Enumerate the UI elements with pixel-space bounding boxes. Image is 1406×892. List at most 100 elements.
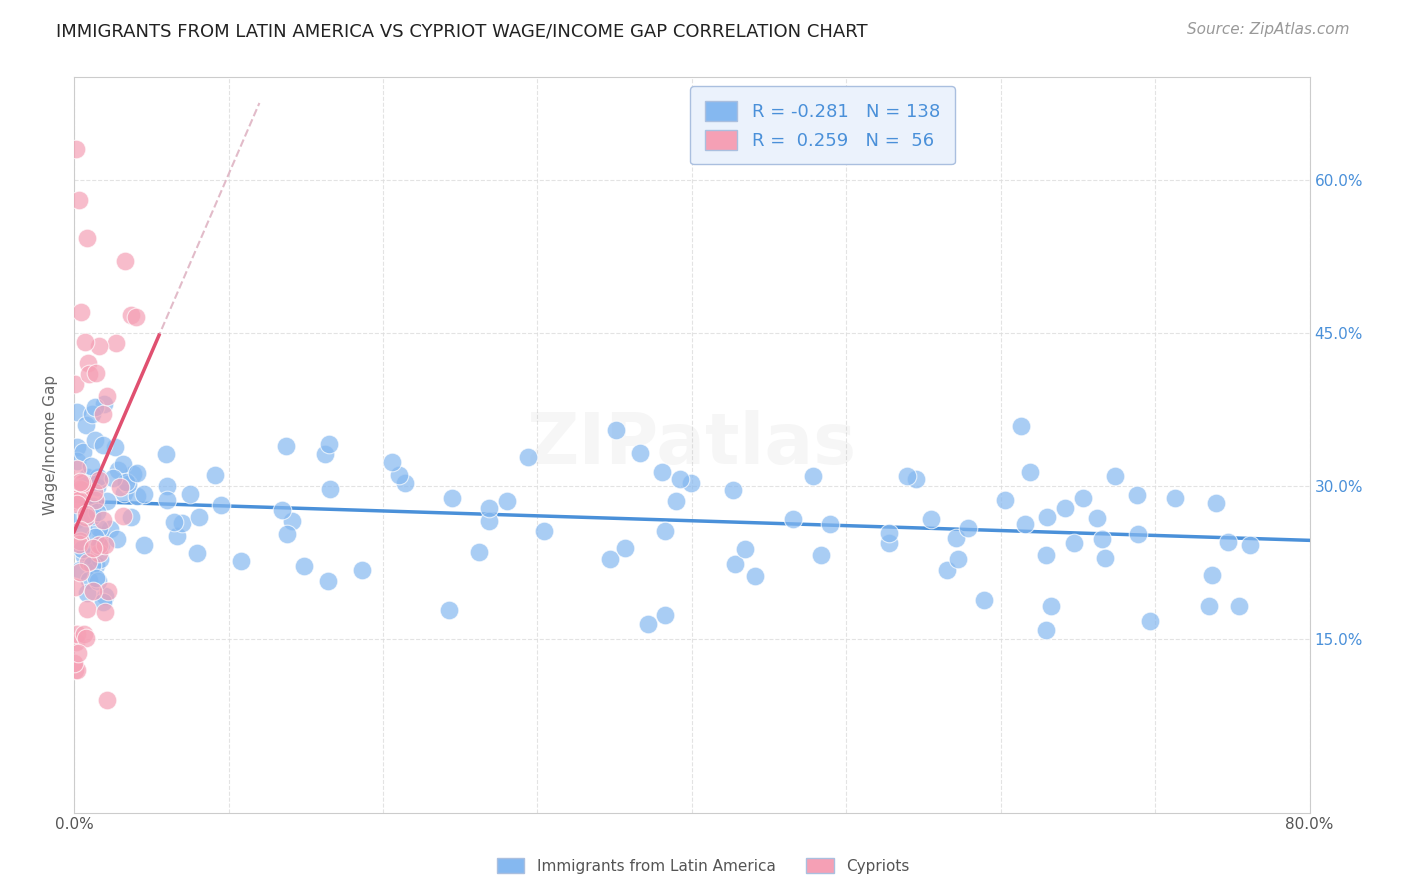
Point xyxy=(80,407,103,421)
Point xyxy=(96,494,118,508)
Point xyxy=(70,305,93,319)
Point xyxy=(314,447,336,461)
Point xyxy=(721,483,744,497)
Point xyxy=(83,485,105,500)
Point xyxy=(877,526,900,541)
Point xyxy=(1087,511,1109,525)
Point xyxy=(1239,538,1261,552)
Point xyxy=(82,499,104,513)
Point xyxy=(75,507,97,521)
Point xyxy=(87,469,110,483)
Point xyxy=(66,462,89,476)
Point xyxy=(186,546,208,560)
Point xyxy=(69,534,91,549)
Point xyxy=(66,497,89,511)
Point xyxy=(172,516,194,530)
Point xyxy=(920,511,942,525)
Point xyxy=(87,538,110,552)
Point xyxy=(782,512,804,526)
Point xyxy=(1094,551,1116,566)
Point xyxy=(90,528,112,542)
Point xyxy=(117,476,139,491)
Point xyxy=(1091,533,1114,547)
Point xyxy=(204,468,226,483)
Point xyxy=(1227,599,1250,613)
Point xyxy=(69,563,91,577)
Point xyxy=(1104,468,1126,483)
Point xyxy=(120,308,142,322)
Point xyxy=(89,521,111,535)
Point xyxy=(76,602,98,616)
Point xyxy=(681,476,703,491)
Point xyxy=(439,603,461,617)
Point xyxy=(179,487,201,501)
Point xyxy=(156,478,179,492)
Point xyxy=(76,356,98,370)
Point xyxy=(70,541,93,556)
Point xyxy=(107,463,129,477)
Point xyxy=(613,541,636,555)
Point xyxy=(69,524,91,538)
Point xyxy=(132,487,155,501)
Point xyxy=(946,552,969,566)
Point xyxy=(65,634,87,648)
Point xyxy=(82,583,104,598)
Point xyxy=(87,574,110,589)
Point xyxy=(605,423,627,437)
Point xyxy=(63,376,86,391)
Point xyxy=(1201,568,1223,582)
Point xyxy=(86,558,108,572)
Legend: R = -0.281   N = 138, R =  0.259   N =  56: R = -0.281 N = 138, R = 0.259 N = 56 xyxy=(690,87,955,164)
Text: Source: ZipAtlas.com: Source: ZipAtlas.com xyxy=(1187,22,1350,37)
Point xyxy=(84,400,107,414)
Point xyxy=(292,559,315,574)
Point xyxy=(956,520,979,534)
Point xyxy=(166,529,188,543)
Point xyxy=(628,446,651,460)
Point xyxy=(381,454,404,468)
Point xyxy=(350,563,373,577)
Point xyxy=(724,557,747,571)
Point xyxy=(1010,418,1032,433)
Point xyxy=(1198,599,1220,613)
Point xyxy=(96,389,118,403)
Point xyxy=(80,508,103,523)
Point xyxy=(97,584,120,599)
Point xyxy=(70,483,93,497)
Point xyxy=(1164,491,1187,506)
Point xyxy=(517,450,540,465)
Point xyxy=(125,490,148,504)
Point xyxy=(83,492,105,507)
Point xyxy=(820,516,842,531)
Point xyxy=(104,335,127,350)
Point xyxy=(114,254,136,268)
Point xyxy=(654,607,676,622)
Point xyxy=(87,473,110,487)
Point xyxy=(665,493,688,508)
Point xyxy=(63,657,86,671)
Point xyxy=(82,541,104,555)
Point xyxy=(637,617,659,632)
Point xyxy=(1125,487,1147,501)
Point xyxy=(66,646,89,660)
Point xyxy=(1035,510,1057,524)
Point xyxy=(72,445,94,459)
Point xyxy=(66,454,89,468)
Point xyxy=(80,558,103,573)
Point xyxy=(75,417,97,432)
Point xyxy=(65,491,87,506)
Point xyxy=(66,405,89,419)
Point xyxy=(66,440,89,454)
Point xyxy=(76,469,98,483)
Point xyxy=(134,538,156,552)
Point xyxy=(98,522,121,536)
Point xyxy=(468,545,491,559)
Point xyxy=(478,501,501,516)
Point xyxy=(108,480,131,494)
Point xyxy=(90,538,112,552)
Point xyxy=(1014,516,1036,531)
Point xyxy=(93,397,115,411)
Point xyxy=(274,439,297,453)
Point xyxy=(66,627,89,641)
Point xyxy=(83,434,105,448)
